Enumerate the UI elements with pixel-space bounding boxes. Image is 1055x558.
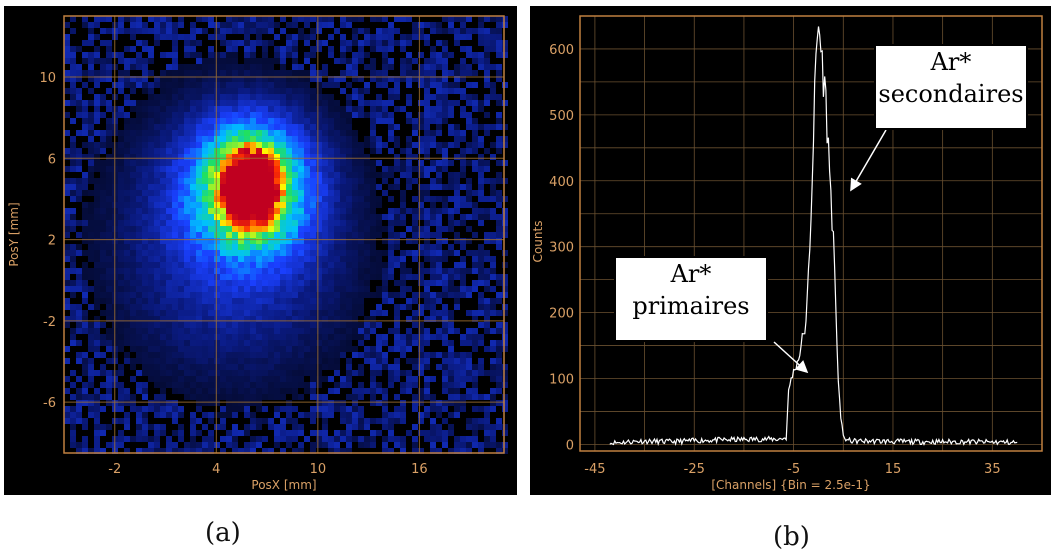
annotation-primaires-line2: primaires [632, 292, 750, 320]
heatmap-panel: -2 4 10 16 -6 -2 2 6 10 PosX [mm] PosY [mm] [4, 6, 517, 495]
heatmap-x-axis-label: PosX [mm] [251, 478, 316, 492]
histogram-panel: -45 -25 -5 15 35 0 100 200 300 400 500 600 [Channels… [530, 6, 1051, 495]
histogram-series-line [609, 26, 1018, 447]
heatmap-y-tick-label: 10 [39, 71, 56, 86]
annotation-primaires-line1: Ar* [670, 260, 712, 288]
heatmap-y-axis-label: PosY [mm] [7, 202, 21, 266]
histogram-x-tick-label: -25 [684, 462, 705, 477]
histogram-y-tick-label: 500 [549, 109, 574, 124]
annotation-secondaires-line2: secondaires [878, 80, 1024, 108]
heatmap-x-tick-label: 4 [212, 462, 220, 477]
heatmap-y-tick-label: 6 [48, 152, 56, 167]
heatmap-frame [63, 15, 505, 454]
histogram-chart: -45 -25 -5 15 35 0 100 200 300 400 500 600 [Channels… [531, 15, 1043, 492]
heatmap-x-tick-label: 10 [310, 462, 327, 477]
histogram-y-tick-label: 0 [566, 438, 574, 453]
histogram-y-tick-label: 200 [549, 307, 574, 322]
histogram-y-tick-label: 600 [549, 43, 574, 58]
histogram-y-tick-label: 300 [549, 241, 574, 256]
arrow-secondaires [850, 129, 887, 191]
histogram-y-tick-label: 400 [549, 175, 574, 190]
arrow-primaires-head [794, 360, 809, 374]
heatmap-y-tick-label: -2 [43, 315, 56, 330]
arrow-secondaires-head [850, 177, 862, 192]
heatmap-y-tick-label: 2 [48, 234, 56, 249]
caption-a: (a) [205, 518, 241, 548]
annotation-secondaires: Ar* secondaires [874, 44, 1028, 130]
histogram-x-axis-label: [Channels] {Bin = 2.5e-1} [711, 478, 870, 492]
histogram-x-tick-label: 35 [984, 462, 1001, 477]
annotation-secondaires-line1: Ar* [930, 48, 972, 76]
heatmap-x-tick-label: -2 [108, 462, 121, 477]
histogram-x-tick-label: 15 [885, 462, 902, 477]
caption-b: (b) [773, 522, 810, 552]
heatmap-y-tick-label: -6 [43, 396, 56, 411]
histogram-x-tick-label: -45 [584, 462, 605, 477]
annotation-primaires: Ar* primaires [614, 256, 768, 342]
histogram-x-tick-label: -5 [787, 462, 800, 477]
annotation-arrows [773, 129, 887, 374]
heatmap-grid [64, 16, 504, 453]
histogram-y-axis-label: Counts [531, 221, 545, 263]
heatmap-cells [64, 16, 508, 454]
histogram-y-tick-label: 100 [549, 373, 574, 388]
heatmap-x-tick-label: 16 [411, 462, 428, 477]
histogram-frame [579, 15, 1043, 452]
